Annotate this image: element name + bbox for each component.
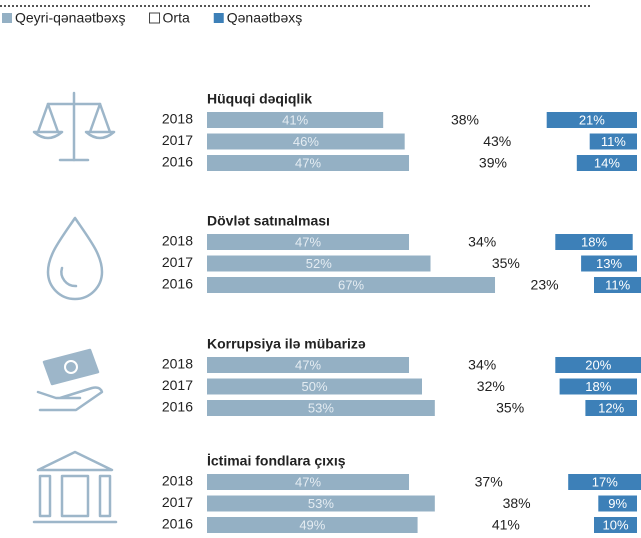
bar-segment xyxy=(422,378,560,395)
bar-segment xyxy=(207,112,384,128)
value-label: 9% xyxy=(608,496,627,511)
y-tick-label: 2018 xyxy=(162,356,193,372)
y-tick-label: 2018 xyxy=(162,111,193,127)
y-tick-label: 2016 xyxy=(162,276,193,292)
bar-segment xyxy=(546,112,637,128)
bar-segment xyxy=(594,277,641,293)
legend-swatch xyxy=(149,12,161,24)
bar-segment xyxy=(430,255,582,272)
bank-icon xyxy=(32,450,118,524)
value-label: 47% xyxy=(295,155,321,170)
y-tick-label: 2017 xyxy=(162,254,193,270)
value-label: 11% xyxy=(601,134,626,149)
value-label: 12% xyxy=(598,400,624,415)
value-label: 49% xyxy=(299,517,325,532)
bar-segment xyxy=(409,357,556,373)
y-tick-label: 2018 xyxy=(162,233,193,249)
group-title: Korrupsiya ilə mübarizə xyxy=(207,336,366,352)
value-label: 35% xyxy=(496,400,524,416)
value-label: 23% xyxy=(531,277,559,293)
value-label: 32% xyxy=(477,378,505,394)
y-tick-label: 2017 xyxy=(162,494,193,510)
value-label: 34% xyxy=(468,357,496,373)
y-tick-label: 2018 xyxy=(162,473,193,489)
money-icon xyxy=(36,348,104,412)
value-label: 38% xyxy=(503,495,531,511)
y-tick-label: 2017 xyxy=(162,132,193,148)
group-title: Hüquqi dəqiqlik xyxy=(207,91,312,107)
value-label: 41% xyxy=(282,112,308,127)
value-label: 47% xyxy=(295,474,321,489)
y-tick-label: 2016 xyxy=(162,154,193,170)
bar-segment xyxy=(207,255,431,272)
bar-segment xyxy=(207,234,410,250)
value-label: 17% xyxy=(592,474,618,489)
group-title: İctimai fondlara çıxış xyxy=(207,453,346,469)
drop-icon xyxy=(46,216,104,301)
legend-label: Qeyri-qənaətbəxş xyxy=(15,10,126,26)
bar-segment xyxy=(576,155,637,171)
bar-segment xyxy=(598,495,637,512)
value-label: 11% xyxy=(605,277,630,292)
bar-segment xyxy=(207,155,410,171)
bar-segment xyxy=(568,474,641,490)
bar-segment xyxy=(555,357,641,373)
bar-segment xyxy=(404,133,590,150)
bar-segment xyxy=(383,112,547,128)
bar-segment xyxy=(207,277,496,293)
bar-segment xyxy=(207,474,410,490)
value-label: 14% xyxy=(594,155,620,170)
bar-segment xyxy=(559,378,637,395)
bar-segment xyxy=(585,400,637,416)
bar-segment xyxy=(434,495,599,512)
bar-segment xyxy=(594,517,637,533)
bar-segment xyxy=(409,155,577,171)
value-label: 18% xyxy=(581,234,607,249)
value-label: 43% xyxy=(483,133,511,149)
bar-segment xyxy=(589,133,637,150)
value-label: 47% xyxy=(295,357,321,372)
bar-segment xyxy=(207,517,418,533)
value-label: 35% xyxy=(492,255,520,271)
bar-segment xyxy=(409,234,556,250)
bar-segment xyxy=(207,357,410,373)
value-label: 50% xyxy=(301,379,327,394)
legend-swatch xyxy=(2,13,12,23)
bar-segment xyxy=(417,517,594,533)
value-label: 34% xyxy=(468,234,496,250)
scale-icon xyxy=(32,91,116,162)
value-label: 10% xyxy=(602,517,628,532)
bar-segment xyxy=(555,234,633,250)
value-label: 67% xyxy=(338,277,364,292)
value-label: 53% xyxy=(308,400,334,415)
value-label: 53% xyxy=(308,496,334,511)
group-title: Dövlət satınalması xyxy=(207,213,330,229)
bar-segment xyxy=(207,400,435,416)
y-tick-label: 2016 xyxy=(162,516,193,532)
legend-label: Orta xyxy=(163,10,190,26)
legend-label: Qənaətbəxş xyxy=(227,10,303,26)
y-tick-label: 2017 xyxy=(162,377,193,393)
y-tick-label: 2016 xyxy=(162,399,193,415)
value-label: 13% xyxy=(596,256,622,271)
value-label: 20% xyxy=(585,357,611,372)
value-label: 18% xyxy=(585,379,611,394)
value-label: 52% xyxy=(306,256,332,271)
bar-segment xyxy=(581,255,637,272)
value-label: 21% xyxy=(579,112,605,127)
value-label: 46% xyxy=(293,134,319,149)
bar-segment xyxy=(207,495,435,512)
legend-swatch xyxy=(213,13,224,23)
value-label: 37% xyxy=(475,474,503,490)
value-label: 47% xyxy=(295,234,321,249)
bar-segment xyxy=(495,277,594,293)
bar-segment xyxy=(434,400,586,416)
bar-segment xyxy=(207,133,405,150)
value-label: 39% xyxy=(479,155,507,171)
bar-segment xyxy=(409,474,569,490)
value-label: 41% xyxy=(492,517,520,533)
bar-segment xyxy=(207,378,422,395)
value-label: 38% xyxy=(451,112,479,128)
